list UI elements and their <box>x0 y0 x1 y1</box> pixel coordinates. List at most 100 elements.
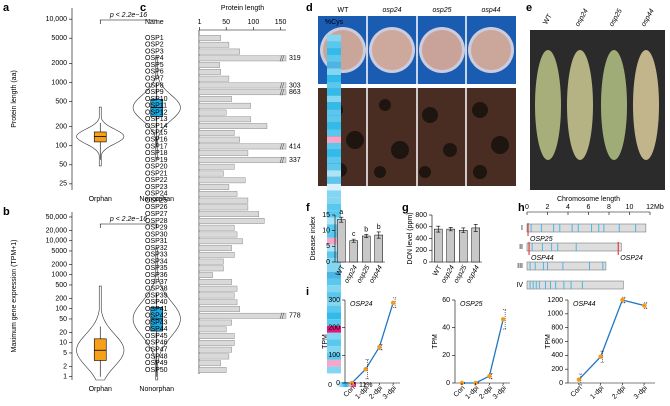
wheat-head <box>535 50 561 160</box>
cys-cell <box>327 217 341 225</box>
chromosome-label: II <box>519 244 523 251</box>
y-tick-label: 10,000 <box>46 16 68 23</box>
point <box>500 317 506 322</box>
bar <box>198 184 230 190</box>
axis-unit: Mb <box>654 204 664 211</box>
cys-legend-bar <box>336 382 356 387</box>
bar <box>198 333 235 339</box>
x-tick-label: 10 <box>626 204 634 211</box>
bracket <box>99 19 158 24</box>
row-label: OSP26 <box>145 204 168 211</box>
cys-cell <box>327 244 341 252</box>
cys-cell <box>327 292 341 299</box>
line <box>461 319 504 384</box>
bar <box>198 326 227 333</box>
bar <box>198 41 230 48</box>
bar <box>434 228 443 263</box>
point <box>377 344 382 350</box>
axis-break <box>279 143 285 150</box>
cys-cell <box>327 183 341 191</box>
row-label: OSP14 <box>145 123 168 130</box>
annotation: p < 2.2e−16 <box>109 216 147 223</box>
y-tick-label: 25 <box>59 181 67 188</box>
cys-cell <box>327 54 341 62</box>
cys-cell <box>327 115 341 123</box>
bar <box>198 55 287 62</box>
row-label: OSP30 <box>145 231 168 238</box>
column-header: %Cys <box>325 19 344 26</box>
bar <box>198 109 227 116</box>
row-label: OSP16 <box>145 136 168 143</box>
cys-cell <box>327 143 341 150</box>
row-label: OSP17 <box>145 143 168 150</box>
significance-letter: b <box>377 224 381 231</box>
chromosome-label: IV <box>516 282 523 289</box>
bar <box>198 170 224 177</box>
point <box>390 300 396 305</box>
bar <box>198 102 251 109</box>
bar <box>446 228 455 263</box>
photo-label: WT <box>338 7 350 14</box>
panel-letter: e <box>526 2 532 14</box>
y-tick-label: 10 <box>322 228 330 235</box>
panel-letter: h <box>518 202 525 214</box>
row-label: OSP29 <box>145 225 168 232</box>
y-tick-label: 100 <box>328 352 340 359</box>
y-tick-label: 40 <box>442 325 450 332</box>
row-label: OSP20 <box>145 164 168 171</box>
cys-cell <box>327 346 341 354</box>
error-bar <box>473 224 478 232</box>
significance-letter: a <box>339 209 343 216</box>
bar <box>198 75 230 82</box>
x-tick-label: 50 <box>222 19 230 26</box>
bar <box>198 35 221 41</box>
bar <box>198 285 238 292</box>
column-header: Name <box>145 19 164 26</box>
panel-letter: g <box>402 202 409 214</box>
x-tick-label: Orphan <box>89 386 112 393</box>
x-tick-label: 1-dpi <box>464 384 480 400</box>
axis-break <box>279 55 285 62</box>
x-tick-label: 12 <box>646 204 654 211</box>
y-tick-label: 0 <box>326 259 330 266</box>
chromosome-label: I <box>521 225 523 232</box>
y-tick-label: 20 <box>59 329 67 336</box>
row-label: OSP5 <box>145 62 164 69</box>
cys-cell <box>327 305 341 313</box>
cys-legend-label: 11% <box>359 382 373 389</box>
colony <box>422 30 462 70</box>
chart-panel: b 1 2 5 10 20 50 100 200 500 1000 2000 5000 10,000 20,… <box>3 206 181 393</box>
photo-label: WT <box>542 12 554 26</box>
bar <box>198 245 232 251</box>
line <box>578 299 645 380</box>
cys-cell <box>327 204 341 211</box>
bar <box>471 227 480 263</box>
x-tick-label: 3-dpi <box>382 384 398 400</box>
y-tick-label: 100 <box>55 143 67 150</box>
row-label: OSP22 <box>145 177 168 184</box>
x-tick-label: 2-dpi <box>478 384 494 400</box>
row-label: OSP3 <box>145 48 164 55</box>
box <box>93 338 107 361</box>
photo-panel-d: d WT osp24 osp25 osp44 <box>306 2 516 186</box>
y-tick-label: 1000 <box>547 311 563 318</box>
y-tick-label: 400 <box>551 352 563 359</box>
cys-legend-label: 0 <box>328 382 332 389</box>
bar <box>198 272 213 278</box>
row-label: OSP44 <box>145 326 168 333</box>
x-tick-label: 1-dpi <box>589 384 605 400</box>
cys-cell <box>327 34 341 42</box>
bar <box>198 197 249 204</box>
y-tick-label: 60 <box>442 297 450 304</box>
marker-label: OSP25 <box>530 236 553 243</box>
y-tick-label: 300 <box>328 297 340 304</box>
error-bar <box>364 234 369 238</box>
row-label: OSP35 <box>145 265 168 272</box>
cys-cell <box>327 210 341 218</box>
bar <box>198 319 232 326</box>
x-tick-label: Con <box>570 385 584 399</box>
